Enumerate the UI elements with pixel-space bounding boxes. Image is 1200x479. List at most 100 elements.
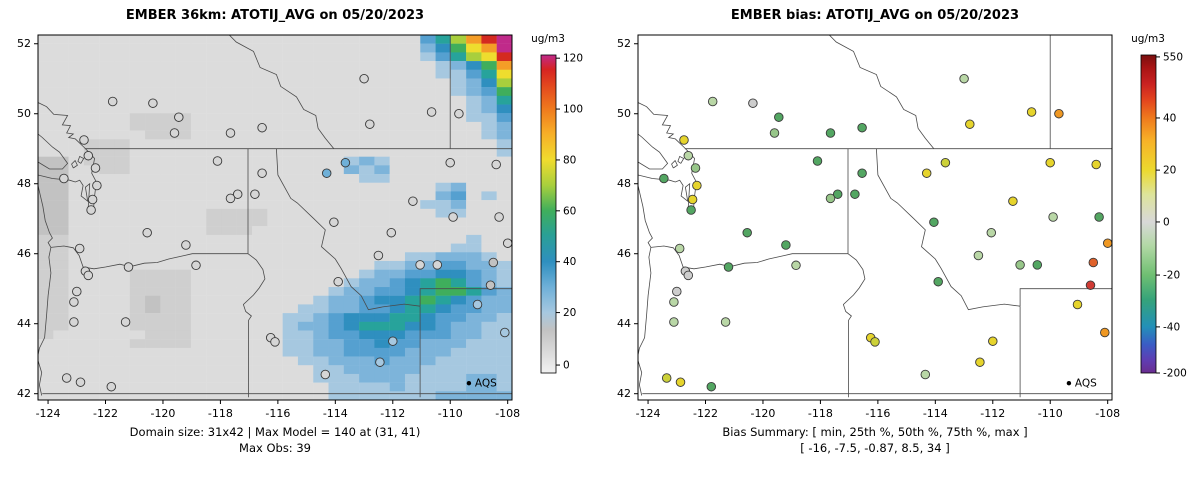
obs-marker [1085,280,1096,290]
obs-marker [191,260,201,271]
obs-marker [454,108,464,119]
obs-marker [683,270,694,281]
obs-marker [388,336,398,346]
obs-marker [933,276,943,287]
obs-marker [720,317,731,327]
obs-marker [723,262,734,272]
right-caption-line1: Bias Summary: [ min, 25th %, 50th %, 75t… [722,425,1028,439]
obs-marker [850,189,860,199]
colorbar-tick-label: 120 [563,53,583,65]
obs-marker [445,157,455,168]
svg-text:-118: -118 [208,407,233,420]
obs-marker [707,96,718,107]
aqs-legend-dot-icon [466,381,472,386]
obs-markers-layer [59,73,512,392]
obs-marker [340,157,351,168]
obs-marker [494,212,504,222]
obs-marker [148,98,158,108]
svg-text:44: 44 [17,317,31,330]
obs-marker [812,156,823,166]
obs-markers-layer [659,73,1112,392]
obs-marker [212,156,223,166]
obs-marker [921,168,932,178]
obs-marker [965,119,975,129]
svg-text:46: 46 [617,247,631,260]
svg-text:-114: -114 [323,407,348,420]
aqs-legend: AQS [1066,378,1097,390]
obs-marker [679,135,689,145]
obs-marker [975,357,985,367]
axis-ticks: -124 -122 -120 -118 -116 -114 -112 -110 -108 42 44… [17,37,520,420]
obs-marker [426,107,437,117]
obs-marker [791,260,801,271]
svg-text:-108: -108 [1095,407,1120,420]
svg-text:44: 44 [617,317,631,330]
obs-marker [690,163,701,173]
svg-text:48: 48 [17,177,31,190]
obs-marker [448,212,458,222]
svg-text:-116: -116 [265,407,290,420]
colorbar-tick-label: -40 [1163,321,1180,333]
svg-text:42: 42 [17,387,31,400]
obs-marker [832,189,843,199]
svg-text:-122: -122 [93,407,118,420]
obs-marker [225,193,236,204]
left-panel-title: EMBER 36km: ATOTIJ_AVG on 05/20/2023 [125,8,425,23]
obs-marker [669,297,679,307]
obs-marker [225,128,236,138]
svg-text:-118: -118 [808,407,833,420]
obs-marker [959,73,969,84]
obs-marker [1102,238,1112,248]
obs-marker [174,112,184,122]
obs-marker [250,189,260,199]
obs-marker [320,369,331,380]
svg-text:-120: -120 [750,407,775,420]
axis-ticks: -124 -122 -120 -118 -116 -114 -112 -110 -108 42 44… [617,37,1120,420]
obs-marker [74,243,85,254]
obs-marker [1072,299,1083,310]
colorbar-tick-label: -200 [1163,368,1187,380]
colorbar-tick-label: 550 [1163,51,1183,63]
obs-marker [359,73,369,84]
colorbar-tick-label: 80 [563,154,576,166]
obs-marker [432,260,443,270]
obs-marker [1100,327,1110,338]
obs-marker [87,194,98,205]
obs-marker [386,227,397,238]
colorbar: 550 40 20 0 -20 -40 -200 [1140,51,1187,380]
obs-marker [72,286,82,297]
obs-marker [415,260,425,270]
obs-marker [675,377,686,387]
obs-marker [107,96,118,107]
state-borders-layer [638,35,1112,398]
svg-text:-114: -114 [923,407,948,420]
svg-text:50: 50 [617,107,631,120]
obs-marker [672,286,682,297]
obs-marker [674,243,685,254]
obs-marker [1088,257,1099,268]
obs-marker [329,217,339,227]
obs-marker [270,337,280,347]
svg-text:48: 48 [617,177,631,190]
obs-marker [825,193,836,204]
svg-text:-110: -110 [1038,407,1063,420]
obs-marker [472,299,483,310]
obs-marker [86,205,96,215]
svg-text:-112: -112 [980,407,1005,420]
obs-marker [69,297,79,307]
colorbar-tick-label: 20 [1163,165,1176,177]
colorbar: 120 100 80 60 40 20 0 [540,53,583,374]
obs-marker [870,337,880,347]
aqs-legend-dot-icon [1066,381,1072,386]
obs-marker [920,369,931,380]
obs-marker [181,240,191,250]
obs-marker [669,317,679,327]
obs-marker [940,157,951,168]
obs-marker [142,227,152,238]
obs-marker [232,189,243,199]
obs-marker [988,336,998,346]
svg-text:-112: -112 [380,407,405,420]
colorbar-tick-label: 40 [563,256,576,268]
obs-marker [973,250,984,261]
obs-marker [59,173,69,184]
